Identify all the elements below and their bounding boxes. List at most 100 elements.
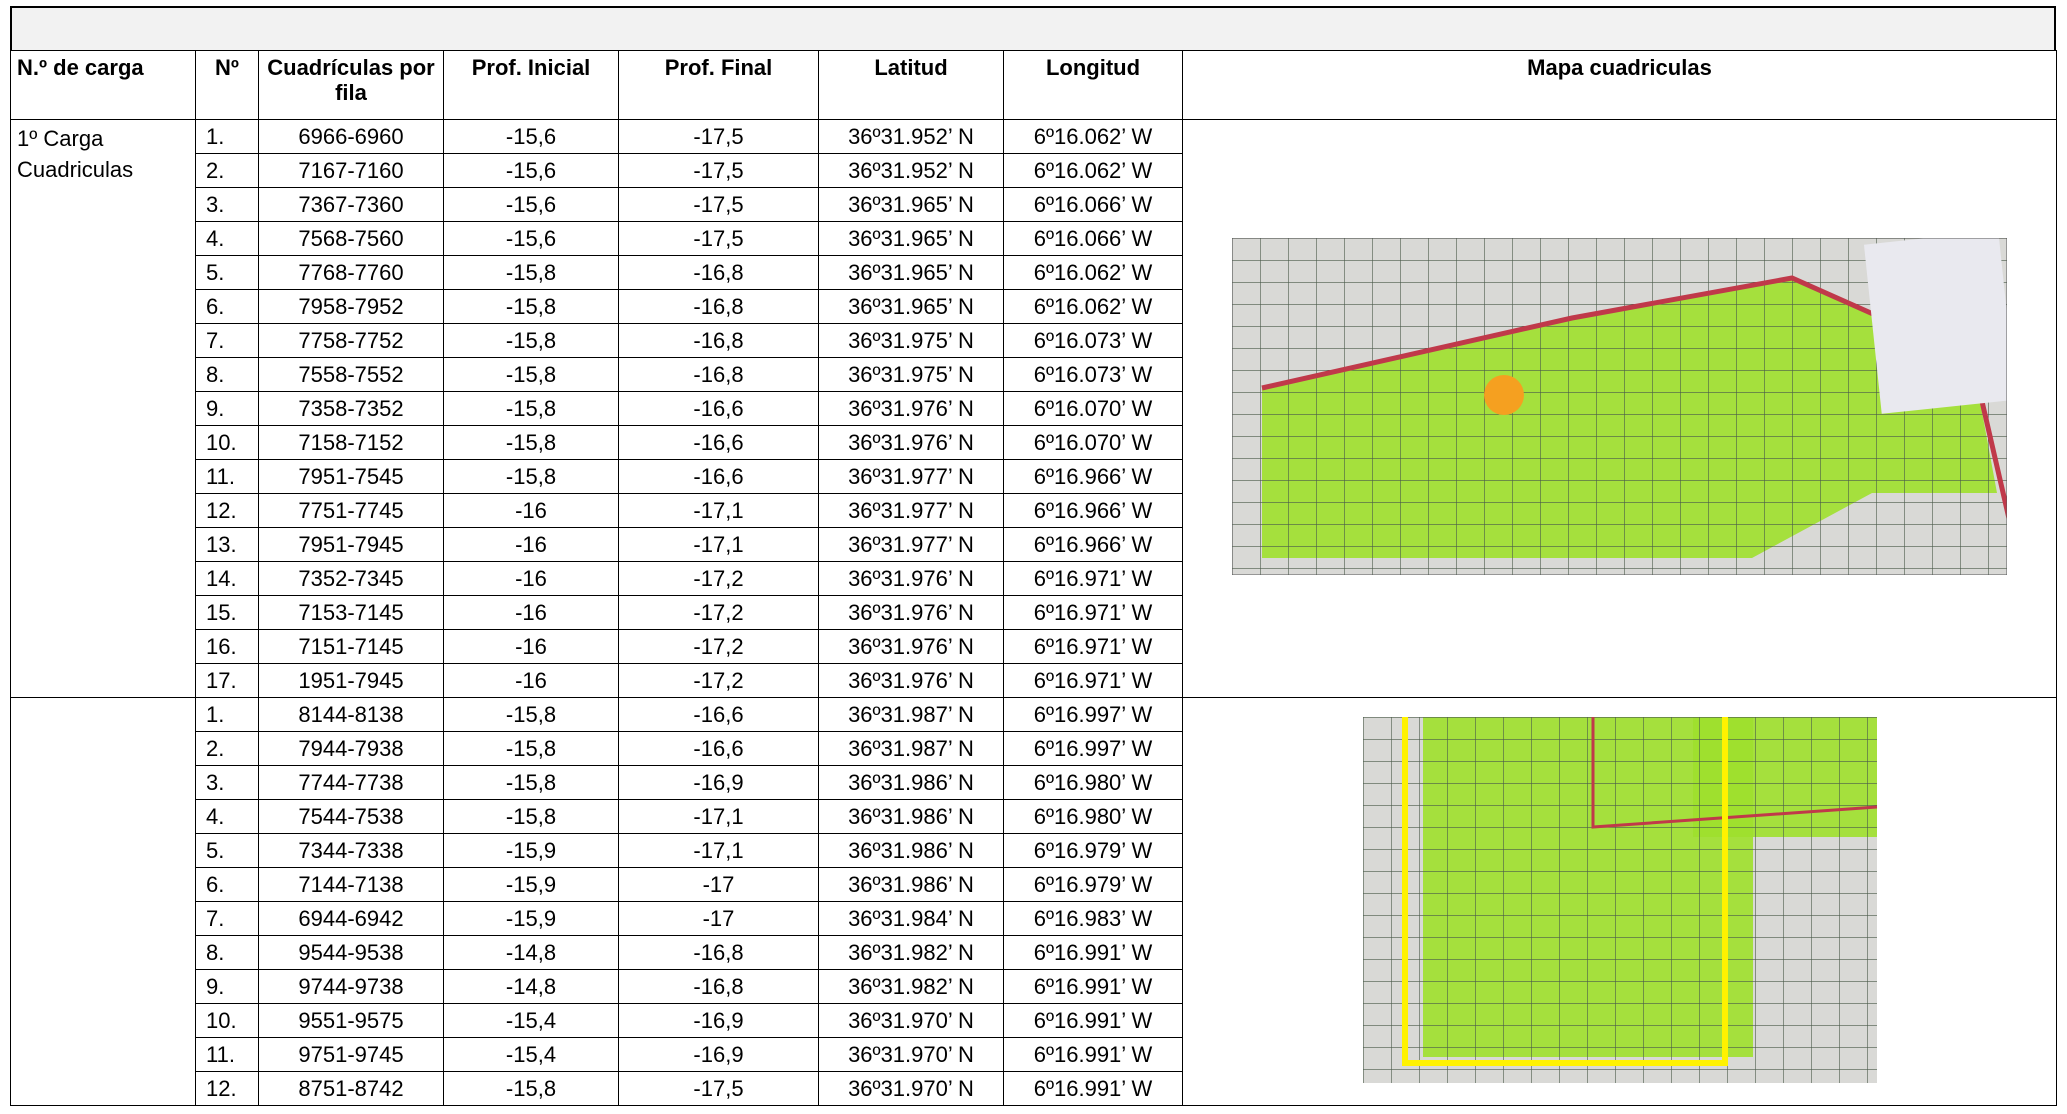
table-cell: 10. [195, 1003, 259, 1038]
table-cell: 36º31.976’ N [818, 391, 1004, 426]
table-cell: -17,1 [618, 527, 819, 562]
table-cell: 36º31.977’ N [818, 493, 1004, 528]
table-cell: 7558-7552 [258, 357, 444, 392]
table-cell: 6º16.991’ W [1003, 935, 1183, 970]
table-row: 7. 7758-7752 -15,8 -16,8 36º31.975’ N 6º16.07… [11, 323, 2057, 358]
table-cell: -16,6 [618, 731, 819, 766]
table-cell: -15,8 [443, 255, 619, 290]
table-row: 14. 7352-7345 -16 -17,2 36º31.976’ N 6º16.971… [11, 561, 2057, 596]
table-cell: 7951-7945 [258, 527, 444, 562]
table-cell: 6º16.966’ W [1003, 527, 1183, 562]
table-cell: 13. [195, 527, 259, 562]
table-row: 9. 9744-9738 -14,8 -16,8 36º31.982’ N 6º16.99… [11, 969, 2057, 1004]
table-cell: -15,8 [443, 289, 619, 324]
table-cell: -16 [443, 663, 619, 698]
table-cell: -15,8 [443, 1071, 619, 1106]
map-cell [1182, 697, 2057, 1106]
table-cell: 6º16.062’ W [1003, 289, 1183, 324]
table-cell: -16,8 [618, 969, 819, 1004]
table-cell: -16,8 [618, 935, 819, 970]
table-cell: 36º31.965’ N [818, 221, 1004, 256]
table-cell: -15,9 [443, 901, 619, 936]
table-cell: 7144-7138 [258, 867, 444, 902]
table-cell: 36º31.975’ N [818, 323, 1004, 358]
table-cell: -15,8 [443, 323, 619, 358]
table-cell: 1951-7945 [258, 663, 444, 698]
table-cell: 6º16.966’ W [1003, 493, 1183, 528]
table-cell: -15,6 [443, 119, 619, 154]
table-row: 2. 7167-7160 -15,6 -17,5 36º31.952’ N 6º16.06… [11, 153, 2057, 188]
table-cell: -17,1 [618, 799, 819, 834]
table-cell: -16 [443, 493, 619, 528]
table-row: 10. 9551-9575 -15,4 -16,9 36º31.970’ N 6º16.9… [11, 1003, 2057, 1038]
table-cell: -15,8 [443, 731, 619, 766]
table-cell: -15,8 [443, 459, 619, 494]
group-label: 1º Carga Cuadriculas [10, 119, 196, 698]
table-row: 4. 7544-7538 -15,8 -17,1 36º31.986’ N 6º16.98… [11, 799, 2057, 834]
table-cell: 36º31.976’ N [818, 561, 1004, 596]
table-cell: -17,2 [618, 663, 819, 698]
table-cell: 36º31.976’ N [818, 663, 1004, 698]
table-cell: 36º31.952’ N [818, 153, 1004, 188]
table-row: 5. 7344-7338 -15,9 -17,1 36º31.986’ N 6º16.97… [11, 833, 2057, 868]
table-cell: -16,6 [618, 391, 819, 426]
table-cell: -17 [618, 867, 819, 902]
top-bar [10, 6, 2056, 50]
table-cell: -17,1 [618, 833, 819, 868]
table-cell: 4. [195, 799, 259, 834]
table-cell: -17,5 [618, 153, 819, 188]
table-cell: 16. [195, 629, 259, 664]
table-cell: -16,8 [618, 289, 819, 324]
document: N.º de carga Nº Cuadrículas por fila Prof. … [10, 6, 2057, 1106]
header-cell: Cuadrículas por fila [258, 50, 444, 120]
table-cell: 6º16.971’ W [1003, 561, 1183, 596]
table-row: 2. 7944-7938 -15,8 -16,6 36º31.987’ N 6º16.99… [11, 731, 2057, 766]
table-cell: 6º16.997’ W [1003, 731, 1183, 766]
table-cell: 10. [195, 425, 259, 460]
table-cell: -15,8 [443, 357, 619, 392]
table-row: 8. 7558-7552 -15,8 -16,8 36º31.975’ N 6º16.07… [11, 357, 2057, 392]
table-cell: -16,9 [618, 765, 819, 800]
table-row: 3. 7744-7738 -15,8 -16,9 36º31.986’ N 6º16.98… [11, 765, 2057, 800]
table-cell: 7944-7938 [258, 731, 444, 766]
table-cell: 4. [195, 221, 259, 256]
table-cell: 36º31.986’ N [818, 765, 1004, 800]
table-cell: 7544-7538 [258, 799, 444, 834]
table-cell: 17. [195, 663, 259, 698]
table-row: 17. 1951-7945 -16 -17,2 36º31.976’ N 6º16.971… [11, 663, 2057, 698]
table-cell: 6º16.980’ W [1003, 765, 1183, 800]
table-cell: 6º16.971’ W [1003, 595, 1183, 630]
table-row: 5. 7768-7760 -15,8 -16,8 36º31.965’ N 6º16.06… [11, 255, 2057, 290]
table-cell: 6º16.066’ W [1003, 187, 1183, 222]
table-cell: 36º31.976’ N [818, 595, 1004, 630]
table-cell: 6º16.073’ W [1003, 357, 1183, 392]
table-cell: 7352-7345 [258, 561, 444, 596]
table-cell: 6º16.070’ W [1003, 425, 1183, 460]
table-cell: 6º16.979’ W [1003, 833, 1183, 868]
table-cell: 6º16.997’ W [1003, 697, 1183, 732]
table-cell: -15,9 [443, 833, 619, 868]
table-cell: -15,8 [443, 799, 619, 834]
table-cell: 12. [195, 1071, 259, 1106]
table-cell: 7358-7352 [258, 391, 444, 426]
table-cell: 36º31.952’ N [818, 119, 1004, 154]
header-cell: Longitud [1003, 50, 1183, 120]
table-cell: -15,6 [443, 187, 619, 222]
table-cell: -15,8 [443, 697, 619, 732]
table-cell: 6º16.066’ W [1003, 221, 1183, 256]
table-cell: 36º31.982’ N [818, 969, 1004, 1004]
header-cell: Latitud [818, 50, 1004, 120]
table-cell: 8144-8138 [258, 697, 444, 732]
table-cell: 2. [195, 731, 259, 766]
table-cell: 36º31.986’ N [818, 799, 1004, 834]
table-cell: 36º31.984’ N [818, 901, 1004, 936]
table-cell: -15,6 [443, 221, 619, 256]
table-cell: -17,2 [618, 629, 819, 664]
table-cell: 36º31.965’ N [818, 187, 1004, 222]
table-cell: 11. [195, 459, 259, 494]
table-cell: 6944-6942 [258, 901, 444, 936]
table-cell: 6º16.966’ W [1003, 459, 1183, 494]
table-cell: 9751-9745 [258, 1037, 444, 1072]
table-cell: -16 [443, 595, 619, 630]
table-cell: -16 [443, 561, 619, 596]
